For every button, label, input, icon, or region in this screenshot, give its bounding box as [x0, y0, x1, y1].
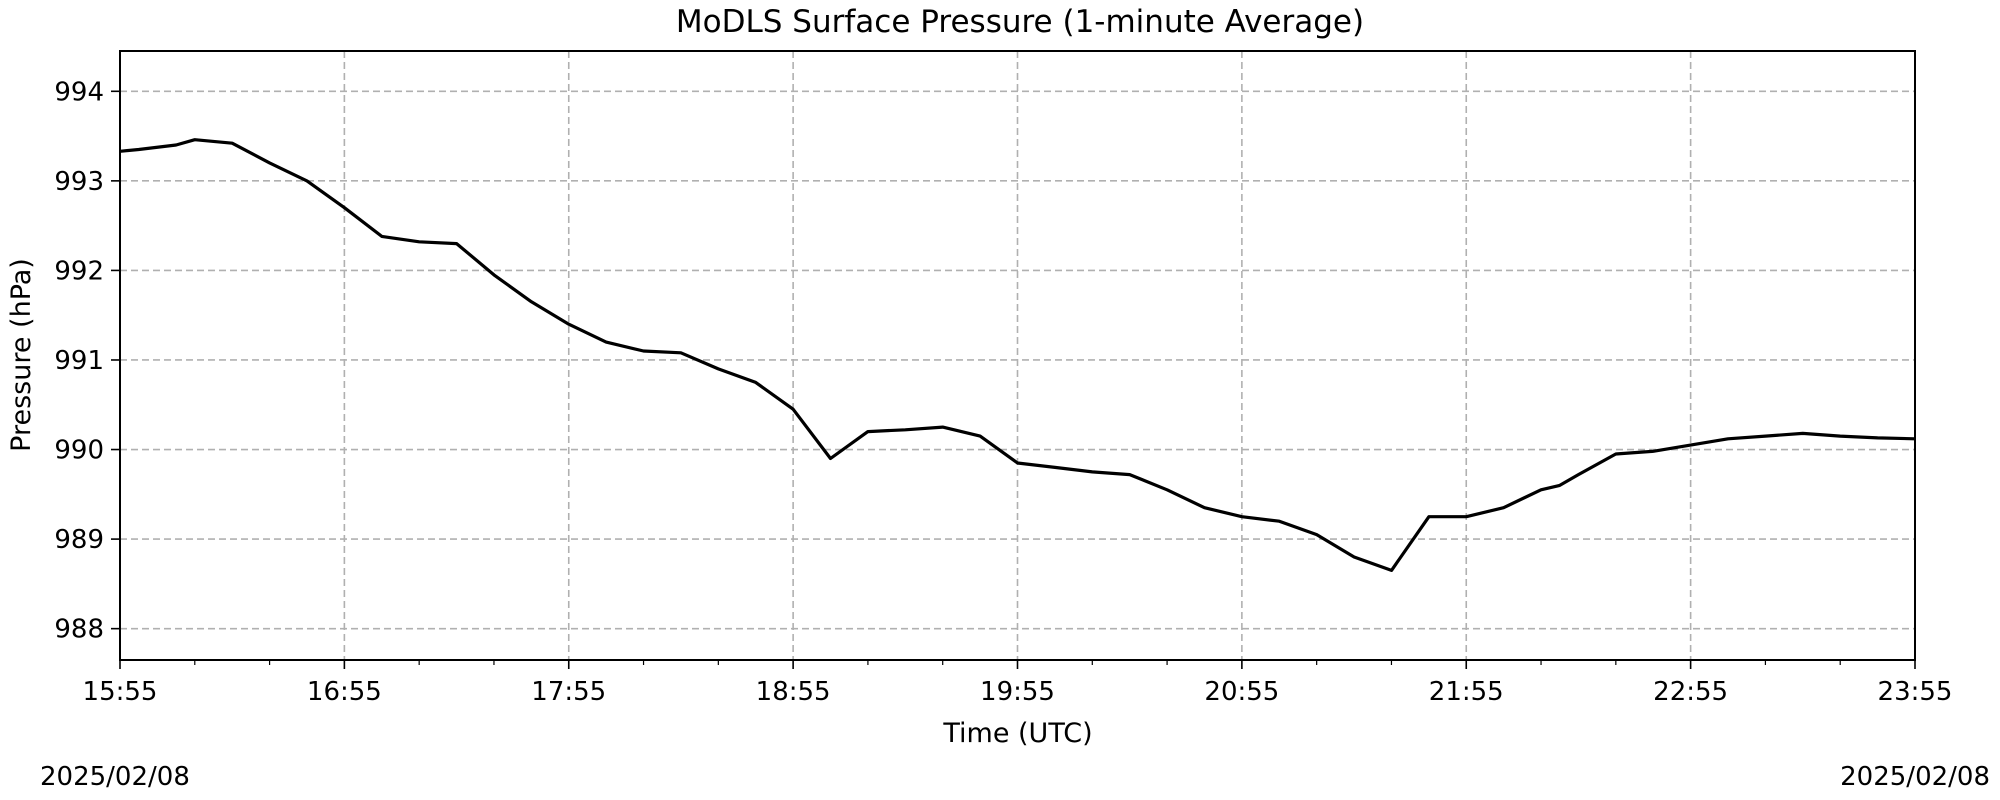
y-tick-label: 993	[54, 167, 104, 197]
x-tick-label: 22:55	[1653, 677, 1728, 707]
y-axis-label: Pressure (hPa)	[6, 258, 37, 452]
x-axis: 15:55 16:55 17:55 18:55 19:55 20:55 21:55 22:55…	[83, 660, 1953, 707]
x-tick-label: 16:55	[307, 677, 382, 707]
x-tick-label: 17:55	[531, 677, 606, 707]
x-tick-label: 19:55	[980, 677, 1055, 707]
grid	[119, 51, 1916, 660]
x-tick-label: 23:55	[1878, 677, 1953, 707]
y-tick-label: 992	[54, 256, 104, 286]
x-tick-label: 18:55	[756, 677, 831, 707]
y-tick-label: 990	[54, 436, 104, 466]
end-date-label: 2025/02/08	[1840, 762, 1990, 792]
y-tick-label: 994	[54, 77, 104, 107]
x-tick-label: 15:55	[83, 677, 158, 707]
y-axis: 988 989 990 991 992 993 994	[54, 77, 120, 645]
x-tick-label: 21:55	[1429, 677, 1504, 707]
y-tick-label: 991	[54, 346, 104, 376]
start-date-label: 2025/02/08	[40, 762, 190, 792]
chart-title: MoDLS Surface Pressure (1-minute Average…	[676, 4, 1364, 40]
x-tick-label: 20:55	[1204, 677, 1279, 707]
y-tick-label: 988	[54, 615, 104, 645]
pressure-line	[119, 138, 1916, 573]
y-tick-label: 989	[54, 525, 104, 555]
x-axis-label: Time (UTC)	[942, 718, 1092, 749]
plot-frame	[119, 50, 1916, 661]
